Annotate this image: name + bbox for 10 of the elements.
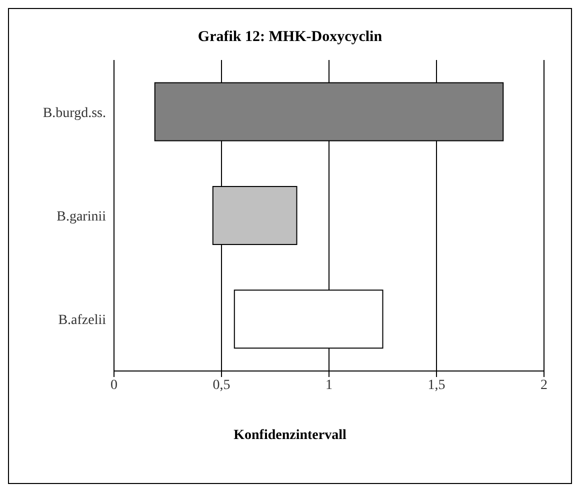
y-tick-label: B.afzelii <box>58 313 106 328</box>
x-tick-label: 1,5 <box>428 378 446 393</box>
x-tick-label: 2 <box>540 378 548 393</box>
x-axis-title: Konfidenzintervall <box>232 428 348 444</box>
y-tick-label: B.burgd.ss. <box>42 106 106 121</box>
chart-title: Grafik 12: MHK-Doxycyclin <box>196 29 384 46</box>
y-tick-label: B.garinii <box>56 209 106 224</box>
x-tick-label: 0,5 <box>212 378 230 393</box>
x-tick-label: 0 <box>110 378 118 393</box>
x-tick-label: 1 <box>326 378 332 393</box>
